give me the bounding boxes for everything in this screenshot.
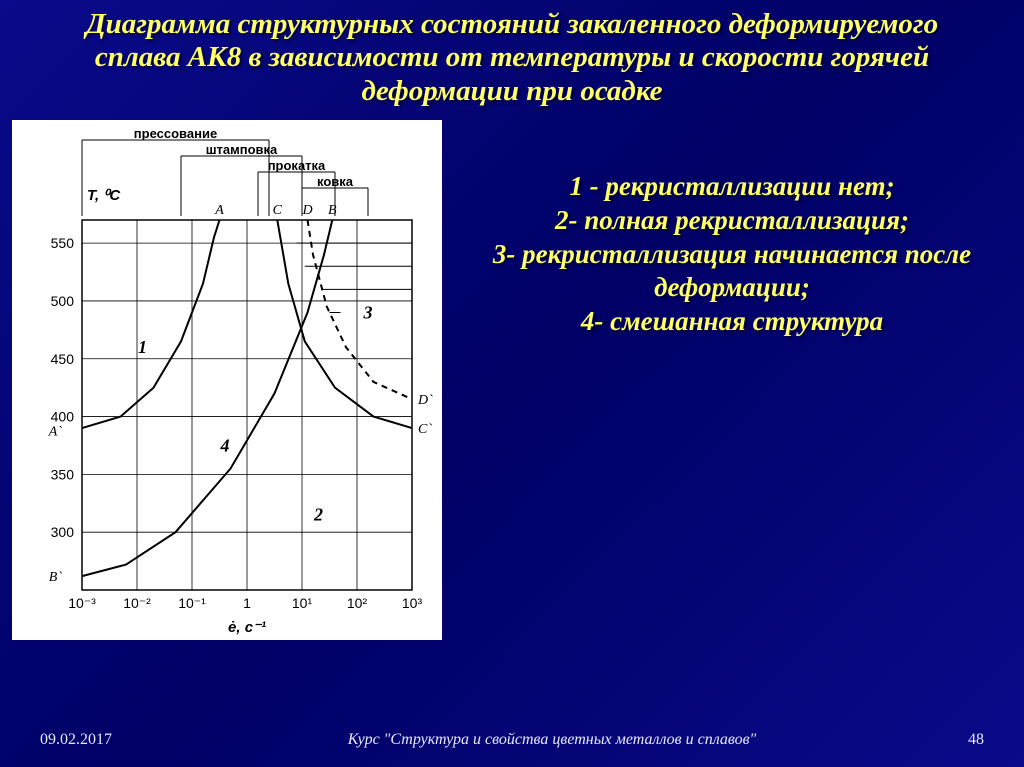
svg-text:C`: C` (418, 422, 432, 437)
svg-text:300: 300 (51, 524, 75, 540)
svg-text:B: B (328, 203, 337, 218)
svg-text:прессование: прессование (134, 126, 217, 141)
svg-text:10³: 10³ (402, 595, 423, 611)
svg-text:10¹: 10¹ (292, 595, 313, 611)
svg-text:B`: B` (49, 570, 63, 585)
footer-date: 09.02.2017 (40, 731, 200, 749)
footer-page: 48 (904, 731, 984, 749)
svg-text:1: 1 (138, 337, 147, 357)
svg-text:10⁻¹: 10⁻¹ (178, 595, 206, 611)
title-text: Диаграмма структурных состояний закаленн… (86, 8, 938, 107)
svg-text:4: 4 (220, 435, 230, 455)
svg-text:3: 3 (363, 302, 373, 322)
chart-svg: 300 350 400 450 500 550 10⁻³ 10⁻² 10⁻¹ 1 10¹ 10² 10³… (12, 120, 442, 640)
legend-block: 1 - рекристаллизации нет; 2- полная рекр… (442, 120, 1012, 640)
svg-text:2: 2 (313, 505, 323, 525)
svg-text:550: 550 (51, 235, 75, 251)
legend-line-3: 3- рекристаллизация начинается после деф… (460, 238, 1004, 306)
svg-text:500: 500 (51, 293, 75, 309)
svg-text:D: D (301, 203, 312, 218)
svg-text:T, ⁰C: T, ⁰C (87, 187, 121, 204)
svg-text:прокатка: прокатка (268, 158, 326, 173)
svg-text:A`: A` (48, 424, 63, 439)
svg-text:350: 350 (51, 466, 75, 482)
svg-text:штамповка: штамповка (206, 142, 278, 157)
footer-course: Курс "Структура и свойства цветных метал… (200, 731, 904, 749)
svg-text:C: C (273, 203, 283, 218)
svg-text:D`: D` (417, 393, 433, 408)
svg-text:ė, c⁻¹: ė, c⁻¹ (228, 619, 266, 636)
svg-text:10⁻²: 10⁻² (123, 595, 151, 611)
legend-line-1: 1 - рекристаллизации нет; (460, 170, 1004, 204)
slide-title: Диаграмма структурных состояний закаленн… (0, 0, 1024, 120)
content-row: 300 350 400 450 500 550 10⁻³ 10⁻² 10⁻¹ 1 10¹ 10² 10³… (0, 120, 1024, 640)
svg-text:400: 400 (51, 409, 75, 425)
svg-text:10⁻³: 10⁻³ (68, 595, 96, 611)
svg-text:1: 1 (243, 595, 251, 611)
legend-line-4: 4- смешанная структура (460, 305, 1004, 339)
svg-text:A: A (214, 203, 224, 218)
svg-text:10²: 10² (347, 595, 368, 611)
svg-text:450: 450 (51, 351, 75, 367)
legend-line-2: 2- полная рекристаллизация; (460, 204, 1004, 238)
svg-text:ковка: ковка (317, 174, 354, 189)
slide-footer: 09.02.2017 Курс "Структура и свойства цв… (0, 731, 1024, 749)
chart-container: 300 350 400 450 500 550 10⁻³ 10⁻² 10⁻¹ 1 10¹ 10² 10³… (12, 120, 442, 640)
